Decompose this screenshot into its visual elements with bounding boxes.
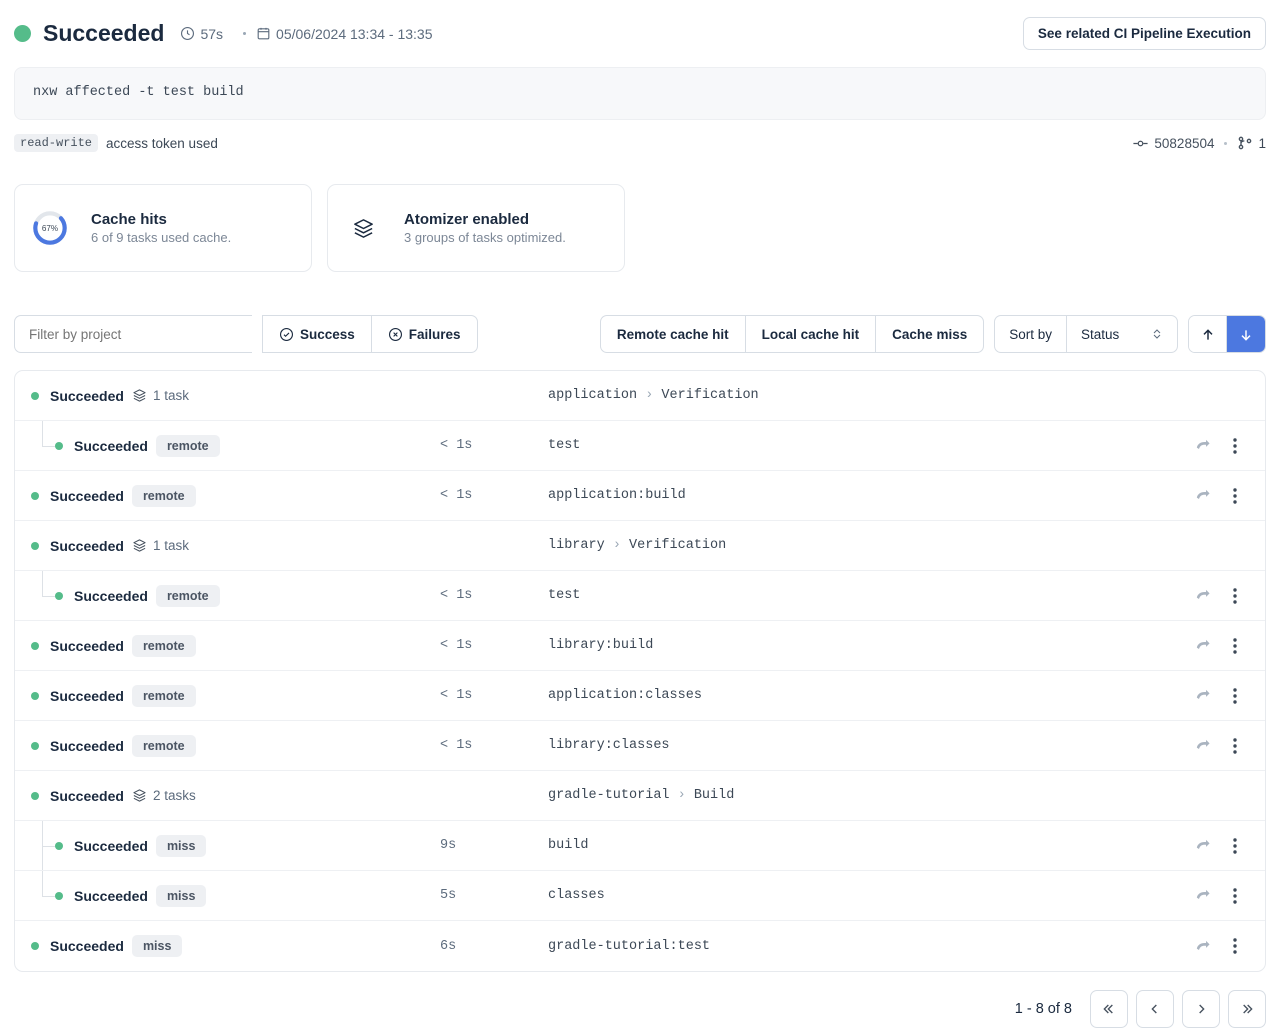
svg-text:67%: 67%	[42, 224, 58, 233]
